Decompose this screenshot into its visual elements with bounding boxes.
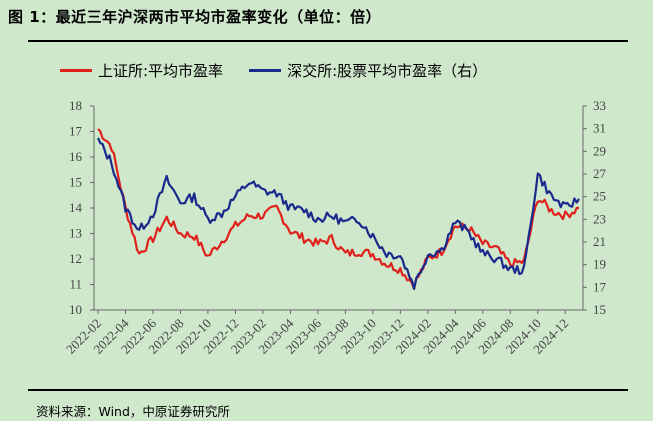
legend: 上证所:平均市盈率 深交所:股票平均市盈率（右） [60,60,513,81]
top-rule [28,40,628,42]
y-left-tick-label: 14 [69,200,83,215]
y-left-tick-label: 15 [69,175,82,190]
legend-swatch-szse [249,69,282,72]
bottom-rule [28,389,628,391]
legend-item-sse: 上证所:平均市盈率 [60,60,223,81]
y-right-tick-label: 27 [593,166,607,181]
y-right-tick-label: 31 [593,121,606,136]
y-right-tick-label: 17 [593,279,607,294]
legend-label-sse: 上证所:平均市盈率 [98,62,224,80]
source-note: 资料来源：Wind，中原证券研究所 [36,404,230,419]
series-line-szse [96,137,580,290]
legend-label-szse: 深交所:股票平均市盈率（右） [287,62,488,80]
y-left-tick-label: 13 [69,226,82,241]
y-right-tick-label: 33 [593,98,606,113]
y-right-tick-label: 15 [593,302,606,317]
y-left-tick-label: 16 [69,149,83,164]
legend-item-szse: 深交所:股票平均市盈率（右） [249,60,487,81]
y-right-tick-label: 29 [593,143,606,158]
y-left-tick-label: 11 [69,277,82,292]
series-line-sse [97,128,580,290]
y-left-tick-label: 17 [69,124,83,139]
y-right-tick-label: 25 [593,189,606,204]
legend-swatch-sse [60,69,92,72]
y-right-tick-label: 21 [593,234,606,249]
chart-title: 图 1：最近三年沪深两市平均市盈率变化（单位：倍） [8,8,382,26]
y-left-tick-label: 10 [69,302,82,317]
y-left-tick-label: 12 [69,251,82,266]
y-right-tick-label: 23 [593,211,606,226]
y-right-tick-label: 19 [593,257,606,272]
y-left-tick-label: 18 [69,98,82,113]
